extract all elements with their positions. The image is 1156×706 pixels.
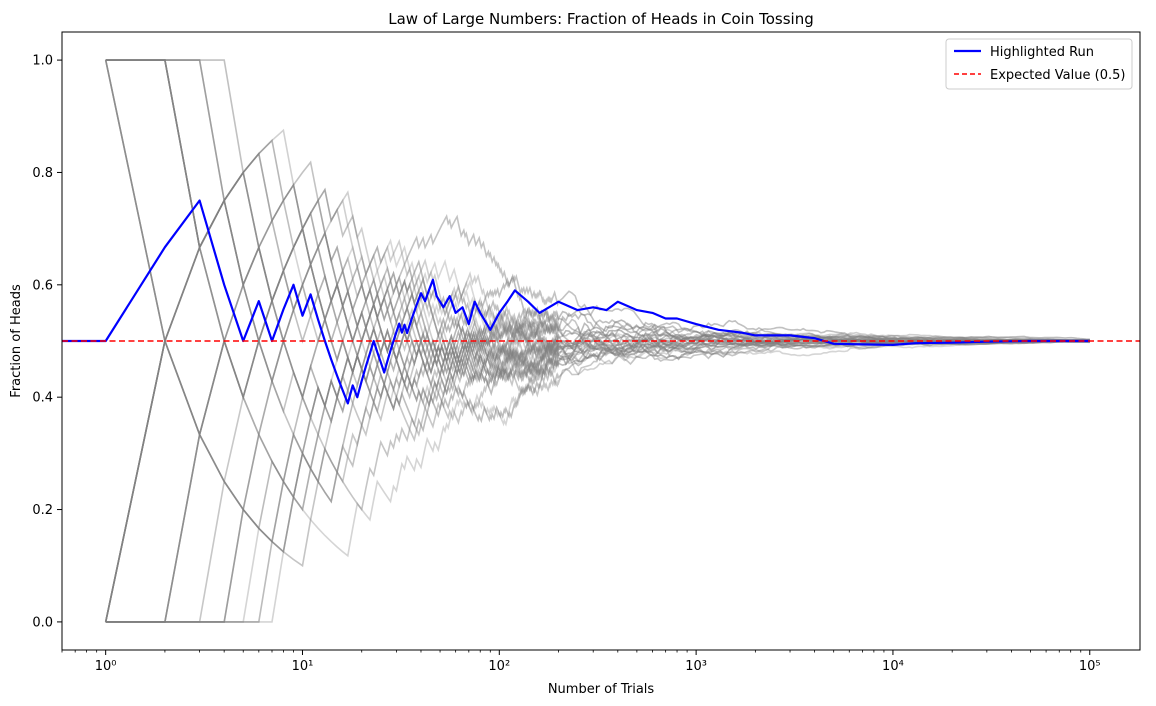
y-tick-label: 0.0 <box>32 615 53 630</box>
background-run-line <box>105 315 1090 623</box>
legend-box <box>945 38 1133 90</box>
background-run-line <box>104 160 1090 623</box>
x-tick-label: 10³ <box>685 659 707 674</box>
legend-label-expected-value: Expected Value (0.5) <box>990 68 1125 83</box>
x-tick-label: 10⁰ <box>95 659 117 674</box>
y-axis: 0.0 0.2 0.4 0.6 0.8 1.0 <box>32 54 62 630</box>
y-tick-label: 0.8 <box>32 166 53 181</box>
y-tick-label: 1.0 <box>32 54 53 69</box>
background-run-line <box>105 59 1090 345</box>
x-axis: 10⁰ 10¹ 10² 10³ 10⁴ 10⁵ <box>61 650 1101 674</box>
series-layer <box>62 199 1140 405</box>
background-run-line <box>105 331 1090 623</box>
legend-label-highlighted-run: Highlighted Run <box>990 45 1094 60</box>
x-axis-label: Number of Trials <box>548 682 655 697</box>
highlighted-run-line <box>62 199 1090 405</box>
background-run-line <box>104 244 1090 623</box>
x-tick-label: 10⁵ <box>1079 659 1101 674</box>
x-tick-label: 10¹ <box>292 659 314 674</box>
x-tick-label: 10⁴ <box>882 659 904 674</box>
y-axis-label: Fraction of Heads <box>9 284 24 398</box>
background-run-line <box>104 59 1090 355</box>
x-tick-label: 10² <box>488 659 510 674</box>
y-tick-label: 0.4 <box>32 391 53 406</box>
chart-title: Law of Large Numbers: Fraction of Heads … <box>388 10 814 28</box>
plot-frame <box>61 31 1141 651</box>
background-run-line <box>105 59 1090 350</box>
y-tick-label: 0.2 <box>32 503 53 518</box>
y-tick-label: 0.6 <box>32 278 53 293</box>
legend: Highlighted Run Expected Value (0.5) <box>945 38 1133 90</box>
